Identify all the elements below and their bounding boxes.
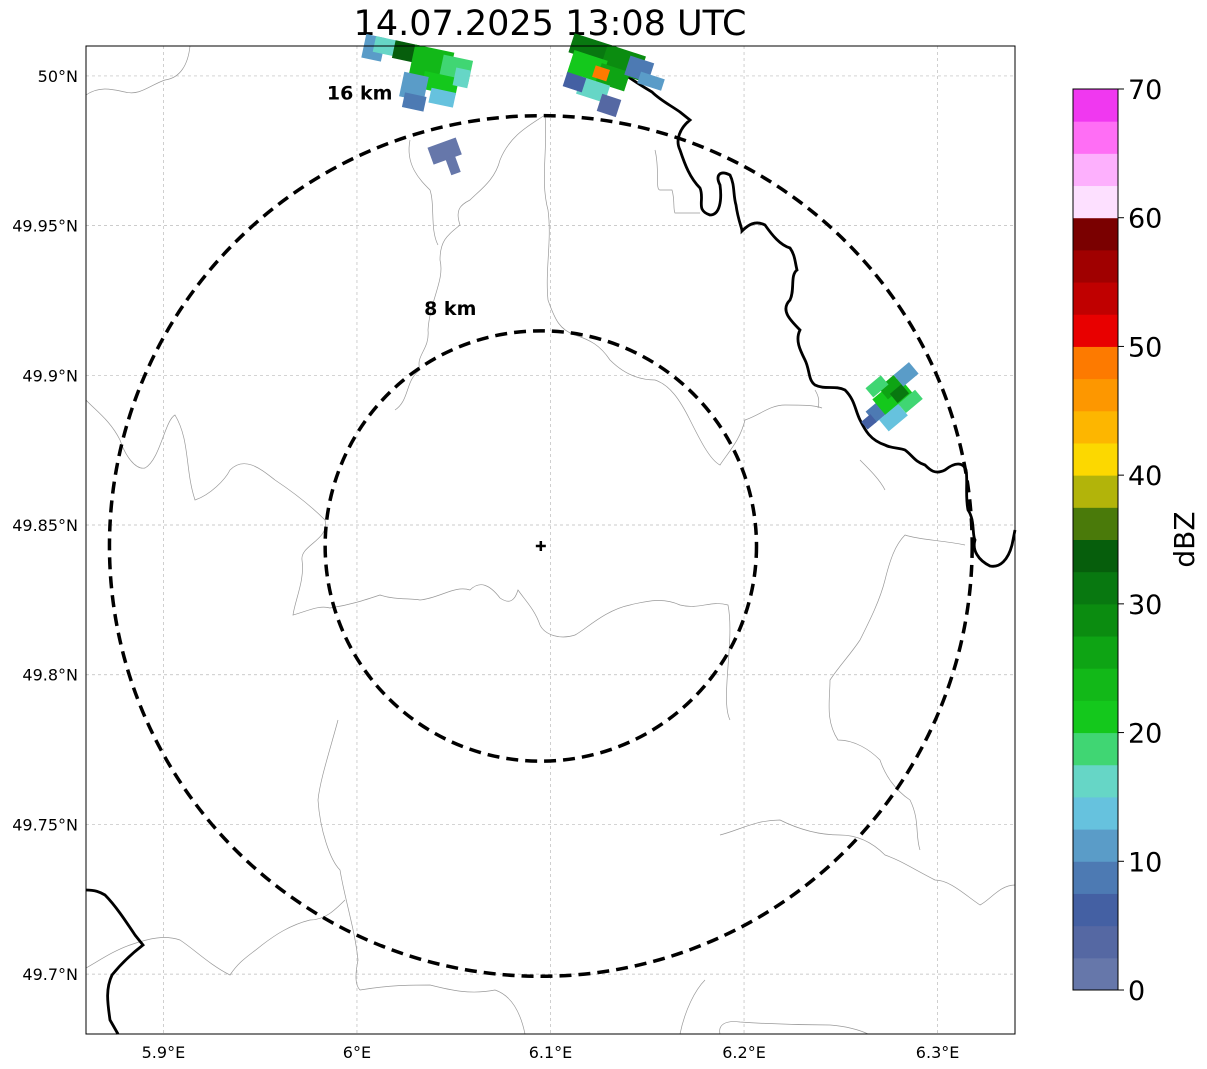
radar-echoes (361, 33, 923, 432)
lat-tick-label: 50°N (38, 67, 78, 86)
colorbar: 0 10 20 30 40 50 60 70 dBZ (1072, 75, 1201, 1007)
lon-tick-label: 6°E (343, 1043, 371, 1062)
colorbar-swatch (1073, 442, 1118, 476)
lon-tick-label: 6.1°E (529, 1043, 573, 1062)
echo-cell-east (861, 362, 923, 432)
range-ring-16km (107, 113, 974, 979)
latitude-tick-labels: 50°N 49.95°N 49.9°N 49.85°N 49.8°N 49.75°N 49.… (12, 67, 78, 984)
colorbar-swatch (1073, 475, 1118, 508)
colorbar-tick-label: 30 (1128, 590, 1162, 621)
graticule (86, 46, 1015, 1034)
colorbar-swatch (1073, 185, 1118, 219)
lon-tick-label: 6.2°E (722, 1043, 766, 1062)
colorbar-swatch (1073, 796, 1118, 830)
colorbar-swatch (1073, 410, 1118, 444)
colorbar-swatch (1073, 507, 1118, 540)
colorbar-swatch (1073, 249, 1118, 283)
admin-boundaries (85, 45, 1016, 1035)
colorbar-label: dBZ (1168, 511, 1201, 567)
colorbar-tick-label: 0 (1128, 976, 1145, 1007)
lat-tick-label: 49.75°N (12, 815, 78, 834)
colorbar-swatch (1073, 153, 1118, 187)
colorbar-tick-label: 70 (1128, 75, 1162, 106)
radar-site-marker (535, 540, 546, 551)
national-border (85, 62, 1017, 1035)
lat-tick-label: 49.95°N (12, 217, 78, 236)
range-ring-label: 8 km (424, 298, 476, 320)
colorbar-swatch (1073, 893, 1118, 927)
range-ring-8km (323, 329, 759, 763)
map-border (85, 45, 1016, 1035)
colorbar-swatch (1073, 603, 1118, 637)
colorbar-swatch (1073, 121, 1118, 154)
colorbar-swatch (1073, 700, 1118, 734)
colorbar-tick-label: 40 (1128, 461, 1162, 492)
colorbar-tick-label: 50 (1128, 332, 1162, 363)
range-rings: 8 km 16 km (107, 83, 974, 979)
colorbar-swatch (1073, 732, 1118, 766)
lat-tick-label: 49.7°N (22, 965, 78, 984)
colorbar-swatch (1073, 571, 1118, 605)
map-title: 14.07.2025 13:08 UTC (353, 4, 747, 44)
colorbar-swatch (1073, 668, 1118, 701)
colorbar-border (1072, 88, 1119, 991)
colorbar-swatch (1073, 861, 1118, 894)
colorbar-swatch (1073, 539, 1118, 573)
colorbar-swatch (1073, 346, 1118, 380)
lat-tick-label: 49.8°N (22, 666, 78, 685)
colorbar-swatch (1073, 925, 1118, 959)
colorbar-tick-label: 60 (1128, 204, 1162, 235)
echo-cell-small-north (427, 137, 462, 176)
colorbar-swatch (1073, 314, 1118, 347)
colorbar-swatch (1073, 829, 1118, 862)
colorbar-swatch (1073, 378, 1118, 412)
colorbar-swatch (1073, 957, 1118, 991)
colorbar-swatch (1073, 636, 1118, 669)
colorbar-tick-label: 10 (1128, 847, 1162, 878)
lon-tick-label: 6.3°E (916, 1043, 960, 1062)
colorbar-tick-label: 20 (1128, 719, 1162, 750)
colorbar-swatch (1073, 282, 1118, 315)
lon-tick-label: 5.9°E (142, 1043, 186, 1062)
lat-tick-label: 49.85°N (12, 516, 78, 535)
lat-tick-label: 49.9°N (22, 366, 78, 385)
range-ring-label: 16 km (327, 83, 393, 105)
echo-cell-north-west (361, 34, 474, 112)
colorbar-swatch (1073, 764, 1118, 798)
colorbar-swatch (1073, 89, 1118, 122)
colorbar-swatch (1073, 217, 1118, 251)
echo-cell-north (562, 33, 665, 118)
longitude-tick-labels: 5.9°E 6°E 6.1°E 6.2°E 6.3°E (142, 1043, 960, 1062)
